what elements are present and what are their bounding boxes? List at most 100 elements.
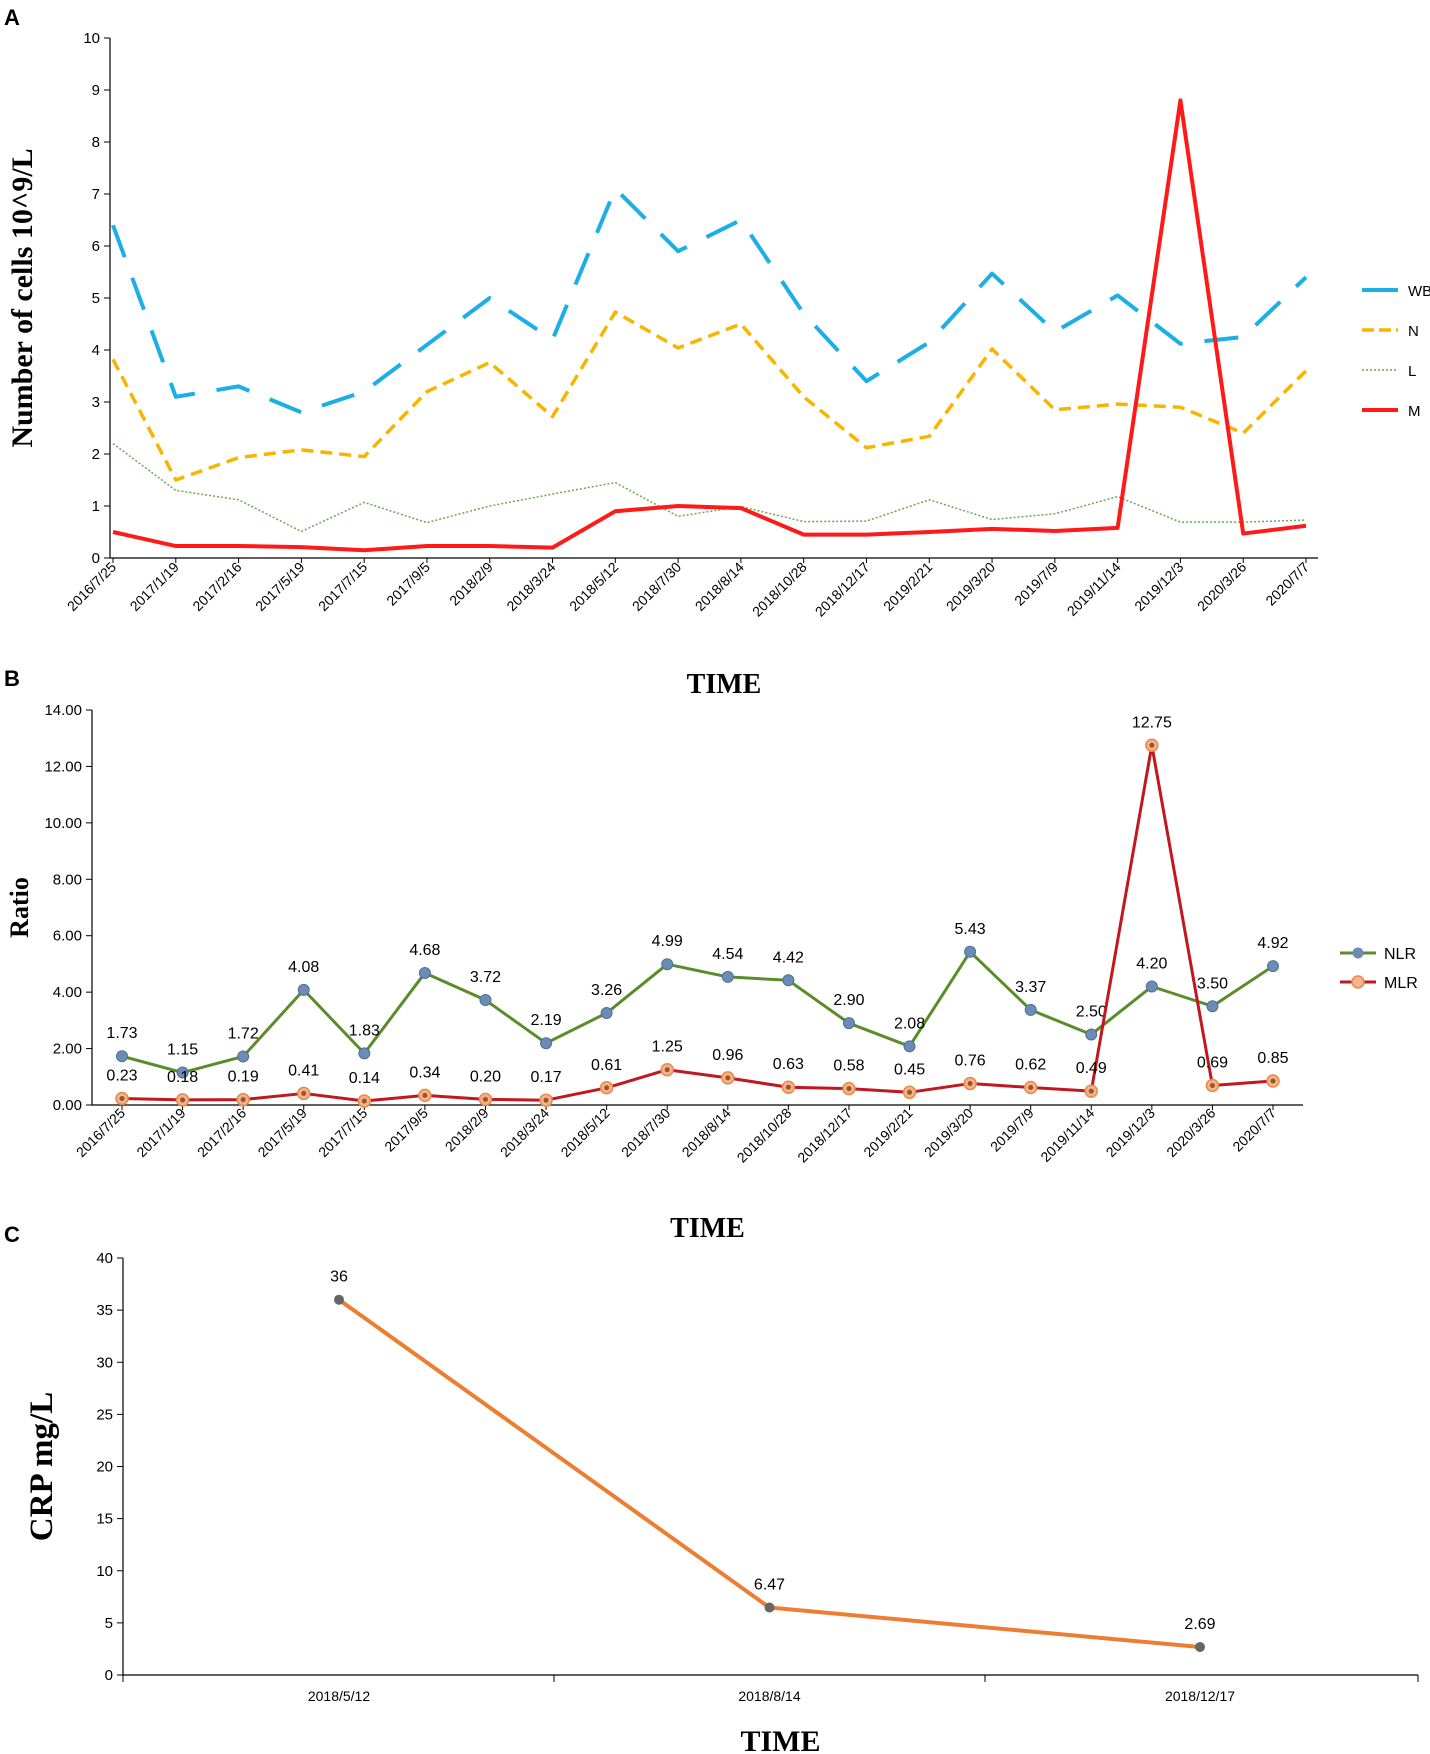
data-label-nlr: 2.19	[530, 1012, 561, 1029]
data-point-core-mlr	[664, 1067, 670, 1073]
y-tick-label: 4.00	[53, 984, 82, 1001]
x-tick-label: 2017/9/5	[383, 559, 433, 609]
data-point-nlr	[1024, 1003, 1037, 1016]
x-tick-label: 2018/7/30	[618, 1105, 674, 1161]
legend-marker-nlr	[1352, 947, 1364, 959]
data-point-core-mlr	[907, 1089, 913, 1095]
y-tick-label: 15	[96, 1511, 113, 1528]
data-label-nlr: 4.20	[1136, 956, 1167, 973]
x-tick-label: 2018/5/12	[308, 1688, 370, 1704]
x-tick-label: 2018/8/14	[692, 559, 748, 615]
x-tick-label: 2020/7/7	[1229, 1105, 1279, 1155]
data-point-core-mlr	[1209, 1083, 1215, 1089]
data-label-nlr: 4.42	[773, 949, 804, 966]
y-tick-label: 10.00	[44, 815, 82, 832]
x-tick-label: 2017/2/16	[189, 559, 245, 615]
y-tick-label: 5	[92, 290, 100, 307]
data-point-core-mlr	[604, 1085, 610, 1091]
data-point-nlr	[479, 994, 492, 1007]
data-point-core-mlr	[422, 1092, 428, 1098]
x-axis-title: TIME	[740, 1725, 820, 1754]
data-point-nlr	[721, 970, 734, 983]
x-tick-label: 2018/8/14	[679, 1105, 735, 1161]
data-point-core-mlr	[1028, 1085, 1034, 1091]
data-label-mlr: 0.41	[288, 1062, 319, 1079]
data-point-core-mlr	[846, 1086, 852, 1092]
data-label-nlr: 2.50	[1076, 1003, 1107, 1020]
data-label-mlr: 1.25	[652, 1039, 683, 1056]
data-label-mlr: 0.85	[1257, 1050, 1288, 1067]
x-tick-label: 2018/7/30	[629, 559, 685, 615]
data-point-nlr	[176, 1066, 189, 1079]
data-label-nlr: 1.73	[106, 1025, 137, 1042]
data-label-mlr: 0.34	[409, 1064, 440, 1081]
series-line-m	[112, 98, 1307, 553]
data-label-nlr: 4.54	[712, 946, 743, 963]
data-point-core-mlr	[1270, 1078, 1276, 1084]
legend-label-m: M	[1408, 403, 1421, 420]
x-tick-label: 2018/3/24	[503, 559, 559, 615]
x-tick-label: 2018/12/17	[812, 559, 873, 620]
x-tick-label: 2020/7/7	[1262, 559, 1312, 609]
y-tick-label: 8	[92, 134, 100, 151]
data-label-mlr: 12.75	[1132, 714, 1172, 731]
x-tick-label: 2019/3/20	[921, 1105, 977, 1161]
x-tick-label: 2018/2/9	[442, 1105, 492, 1155]
x-tick-label: 2018/5/12	[557, 1105, 613, 1161]
y-tick-label: 7	[92, 186, 100, 203]
panel-label-b: B	[4, 666, 20, 691]
data-point-nlr	[842, 1017, 855, 1030]
x-tick-label: 2018/12/17	[1165, 1688, 1235, 1704]
legend-label-wbc: WBC	[1408, 283, 1430, 300]
data-label-mlr: 0.62	[1015, 1057, 1046, 1074]
data-point-core-mlr	[119, 1096, 125, 1102]
data-point-core-mlr	[240, 1097, 246, 1103]
panel-label-c: C	[4, 1222, 20, 1247]
y-axis-title: Ratio	[5, 877, 34, 938]
data-point-nlr	[1267, 960, 1279, 973]
data-point-nlr	[297, 983, 310, 996]
x-tick-label: 2019/12/3	[1131, 559, 1187, 615]
data-point-crp	[334, 1294, 344, 1305]
data-label-nlr: 1.83	[349, 1022, 380, 1039]
legend-label-nlr: NLR	[1384, 946, 1416, 963]
x-tick-label: 2018/12/17	[794, 1105, 855, 1166]
x-axis-title: TIME	[670, 1213, 745, 1244]
y-tick-label: 30	[96, 1354, 113, 1371]
x-tick-label: 2019/2/21	[880, 559, 936, 615]
data-point-nlr	[1085, 1028, 1098, 1041]
data-label-nlr: 3.26	[591, 982, 622, 999]
series-line-crp	[337, 1298, 1201, 1649]
data-point-core-mlr	[301, 1090, 307, 1096]
x-tick-label: 2018/2/9	[446, 559, 496, 609]
data-label-nlr: 2.90	[833, 992, 864, 1009]
series-line-mlr	[121, 743, 1274, 1103]
panel-label-a: A	[4, 5, 20, 30]
data-label-nlr: 4.92	[1257, 935, 1288, 952]
data-label-mlr: 0.19	[228, 1069, 259, 1086]
x-tick-label: 2019/12/3	[1103, 1105, 1159, 1161]
data-point-core-mlr	[361, 1098, 367, 1104]
y-tick-label: 9	[92, 82, 100, 99]
x-tick-label: 2017/5/19	[254, 1105, 310, 1161]
x-axis-title: TIME	[687, 669, 762, 700]
x-tick-label: 2019/11/14	[1037, 1105, 1097, 1165]
series-line-nlr	[121, 950, 1274, 1075]
y-tick-label: 2.00	[53, 1041, 82, 1058]
y-tick-label: 0	[92, 550, 100, 567]
x-tick-label: 2018/3/24	[497, 1105, 553, 1161]
data-label-mlr: 0.63	[773, 1056, 804, 1073]
y-tick-label: 10	[96, 1563, 113, 1580]
data-point-nlr	[116, 1050, 128, 1063]
y-tick-label: 6.00	[53, 928, 82, 945]
data-label-nlr: 4.08	[288, 959, 319, 976]
data-point-nlr	[782, 974, 795, 987]
data-label-mlr: 0.61	[591, 1057, 622, 1074]
y-tick-label: 3	[92, 394, 100, 411]
data-label-mlr: 0.17	[530, 1069, 561, 1086]
data-label-nlr: 4.68	[409, 942, 440, 959]
panel-c: C 0 5 10 15 20 25 30 35 40 2018/5/12 2018/8/14 2018/…	[4, 1222, 1419, 1754]
data-point-nlr	[661, 958, 674, 971]
y-axis-title: CRP mg/L	[24, 1392, 60, 1541]
